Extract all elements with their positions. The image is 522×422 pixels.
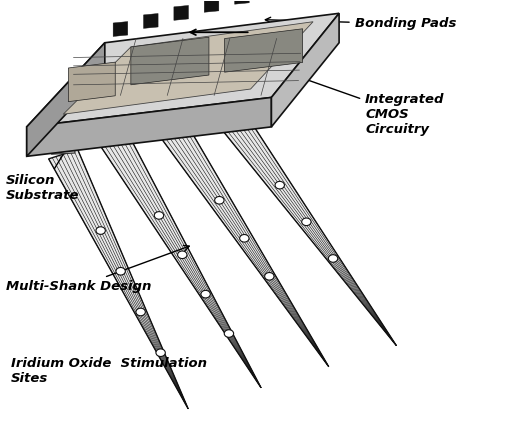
Circle shape [215,197,224,204]
Polygon shape [159,123,329,367]
Polygon shape [103,122,127,142]
Polygon shape [144,14,158,28]
Text: Integrated
CMOS
Circuitry: Integrated CMOS Circuitry [302,77,445,136]
Circle shape [224,330,234,337]
Polygon shape [52,134,75,154]
Polygon shape [131,37,209,85]
Circle shape [265,273,274,280]
Polygon shape [174,5,188,20]
Polygon shape [113,22,128,36]
Text: Multi-Shank Design: Multi-Shank Design [6,246,189,293]
Polygon shape [204,0,219,12]
Polygon shape [224,29,303,72]
Circle shape [201,290,210,298]
Text: Bonding Pads: Bonding Pads [265,17,456,30]
Circle shape [155,211,163,219]
Polygon shape [63,22,313,114]
Polygon shape [161,109,184,129]
Polygon shape [27,97,271,156]
Circle shape [116,268,125,275]
Text: Silicon
Substrate: Silicon Substrate [6,145,79,202]
Polygon shape [218,96,242,116]
Circle shape [156,349,165,357]
Polygon shape [216,110,396,346]
Circle shape [240,235,249,242]
Polygon shape [101,136,261,388]
Circle shape [136,308,145,316]
Circle shape [328,255,338,262]
Text: Iridium Oxide  Stimulation
Sites: Iridium Oxide Stimulation Sites [11,357,207,385]
Polygon shape [271,14,339,127]
Circle shape [96,227,105,234]
Polygon shape [49,149,188,408]
Polygon shape [234,0,249,4]
Polygon shape [27,43,105,156]
Circle shape [275,181,284,189]
Circle shape [302,218,311,226]
Polygon shape [27,14,339,127]
Circle shape [177,251,187,259]
Polygon shape [68,62,115,102]
